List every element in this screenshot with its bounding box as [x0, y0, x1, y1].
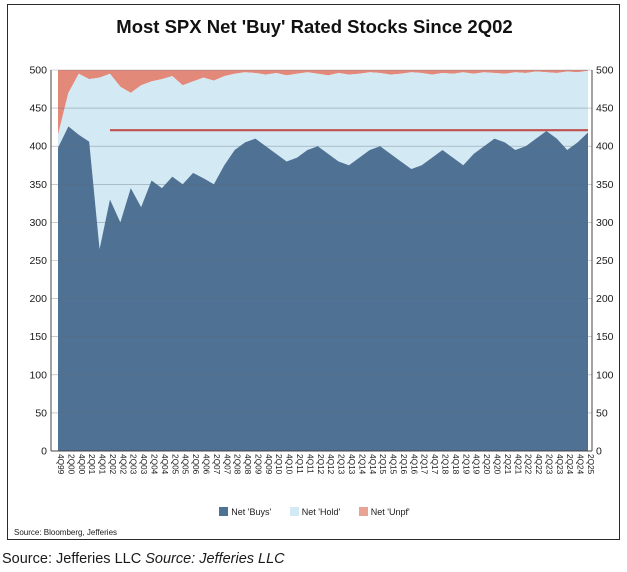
svg-text:450: 450 [596, 103, 614, 115]
svg-text:2Q17: 2Q17 [420, 454, 430, 475]
svg-text:4Q07: 4Q07 [222, 454, 232, 475]
svg-text:2Q14: 2Q14 [357, 454, 367, 475]
svg-text:350: 350 [596, 179, 614, 191]
svg-text:300: 300 [29, 217, 47, 229]
svg-text:2Q24: 2Q24 [565, 454, 575, 475]
svg-text:2Q18: 2Q18 [441, 454, 451, 475]
svg-text:4Q00: 4Q00 [77, 454, 87, 475]
svg-text:4Q02: 4Q02 [118, 454, 128, 475]
svg-text:150: 150 [29, 331, 47, 343]
svg-text:2Q20: 2Q20 [482, 454, 492, 475]
svg-text:50: 50 [596, 407, 608, 419]
svg-text:4Q22: 4Q22 [534, 454, 544, 475]
svg-text:2Q23: 2Q23 [544, 454, 554, 475]
svg-text:2Q12: 2Q12 [316, 454, 326, 475]
svg-text:2Q19: 2Q19 [461, 454, 471, 475]
svg-text:2Q15: 2Q15 [378, 454, 388, 475]
svg-text:2Q09: 2Q09 [254, 454, 264, 475]
svg-text:2Q10: 2Q10 [274, 454, 284, 475]
svg-text:2Q03: 2Q03 [129, 454, 139, 475]
svg-text:200: 200 [596, 293, 614, 305]
svg-text:4Q06: 4Q06 [202, 454, 212, 475]
svg-text:4Q17: 4Q17 [430, 454, 440, 475]
svg-text:4Q19: 4Q19 [472, 454, 482, 475]
svg-text:200: 200 [29, 293, 47, 305]
svg-text:300: 300 [596, 217, 614, 229]
svg-text:4Q11: 4Q11 [305, 454, 315, 474]
svg-text:4Q23: 4Q23 [555, 454, 565, 475]
svg-text:400: 400 [29, 141, 47, 153]
svg-text:4Q10: 4Q10 [285, 454, 295, 475]
svg-text:2Q25: 2Q25 [586, 454, 596, 475]
svg-text:2Q07: 2Q07 [212, 454, 222, 475]
svg-text:2Q21: 2Q21 [503, 454, 513, 475]
svg-text:0: 0 [41, 446, 47, 458]
svg-text:4Q15: 4Q15 [389, 454, 399, 475]
svg-text:4Q01: 4Q01 [98, 454, 108, 475]
svg-text:2Q06: 2Q06 [191, 454, 201, 475]
svg-text:4Q05: 4Q05 [181, 454, 191, 475]
svg-text:2Q01: 2Q01 [87, 454, 97, 475]
svg-text:350: 350 [29, 179, 47, 191]
svg-text:250: 250 [29, 255, 47, 267]
svg-text:100: 100 [596, 369, 614, 381]
svg-text:2Q16: 2Q16 [399, 454, 409, 475]
svg-text:2Q00: 2Q00 [66, 454, 76, 475]
svg-text:100: 100 [29, 369, 47, 381]
svg-text:50: 50 [35, 407, 47, 419]
svg-text:400: 400 [596, 141, 614, 153]
svg-text:250: 250 [596, 255, 614, 267]
svg-text:500: 500 [596, 65, 614, 77]
svg-text:4Q04: 4Q04 [160, 454, 170, 475]
svg-text:4Q12: 4Q12 [326, 454, 336, 475]
svg-text:4Q14: 4Q14 [368, 454, 378, 475]
svg-text:4Q08: 4Q08 [243, 454, 253, 475]
svg-text:4Q16: 4Q16 [409, 454, 419, 475]
svg-text:500: 500 [29, 65, 47, 77]
svg-text:2Q11: 2Q11 [295, 454, 305, 474]
svg-text:4Q21: 4Q21 [513, 454, 523, 475]
svg-text:4Q20: 4Q20 [493, 454, 503, 475]
svg-text:2Q22: 2Q22 [524, 454, 534, 475]
svg-text:2Q05: 2Q05 [170, 454, 180, 475]
svg-text:2Q08: 2Q08 [233, 454, 243, 475]
svg-text:2Q04: 2Q04 [150, 454, 160, 475]
svg-text:4Q99: 4Q99 [56, 454, 66, 475]
svg-text:4Q03: 4Q03 [139, 454, 149, 475]
svg-text:4Q18: 4Q18 [451, 454, 461, 475]
svg-text:450: 450 [29, 103, 47, 115]
svg-text:4Q09: 4Q09 [264, 454, 274, 475]
svg-text:150: 150 [596, 331, 614, 343]
svg-text:4Q13: 4Q13 [347, 454, 357, 475]
svg-text:2Q13: 2Q13 [337, 454, 347, 475]
svg-text:2Q02: 2Q02 [108, 454, 118, 475]
svg-text:4Q24: 4Q24 [576, 454, 586, 475]
